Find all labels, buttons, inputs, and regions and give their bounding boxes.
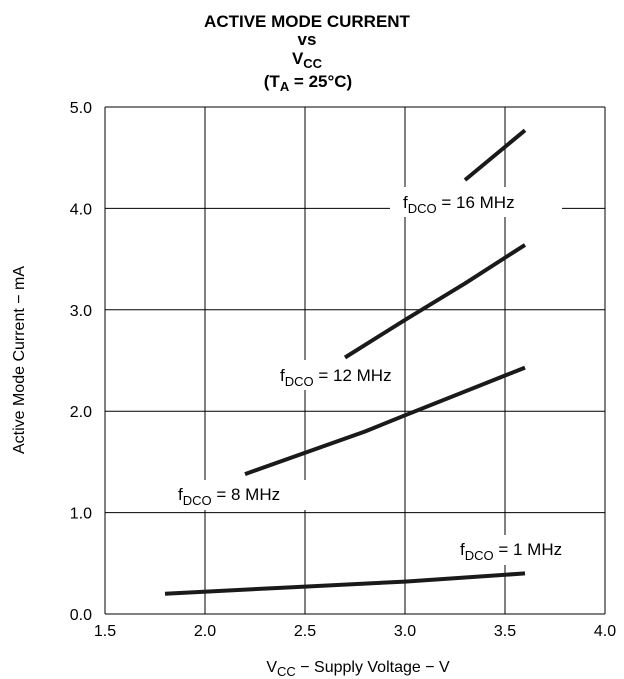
title-line-4-open: (T [264, 72, 281, 91]
series-label-8mhz: fDCO = 8 MHz [170, 480, 314, 510]
title-line-3: VCC [292, 49, 323, 71]
x-tick-label: 3.5 [494, 623, 516, 640]
x-axis-label-sub: CC [277, 664, 296, 679]
series-line [164, 571, 526, 596]
x-tick-labels: 1.5 2.0 2.5 3.0 3.5 4.0 [94, 623, 616, 640]
y-tick-label: 5.0 [70, 100, 92, 117]
title-line-4-sub: A [280, 79, 290, 94]
series-label-12mhz-bg [272, 360, 404, 390]
series-label-12mhz-sub: DCO [285, 374, 314, 389]
series-label-8mhz-main: f [178, 485, 183, 504]
title-line-4: (TA = 25°C) [264, 72, 352, 94]
y-tick-label: 1.0 [70, 506, 92, 523]
y-axis-label: Active Mode Current − mA [11, 266, 28, 454]
series-label-8mhz-rest: = 8 MHz [212, 485, 281, 504]
x-axis-label-rest: − Supply Voltage − V [296, 659, 450, 676]
x-tick-label: 2.0 [194, 623, 216, 640]
series-label-12mhz-main: f [280, 366, 285, 385]
y-tick-label: 4.0 [70, 201, 92, 218]
series-label-16mhz: fDCO = 16 MHz [390, 187, 562, 217]
title-line-2: vs [298, 30, 317, 49]
svg-text:fDCO = 12 MHz: fDCO = 12 MHz [280, 366, 392, 389]
x-axis-label-main: V [266, 659, 277, 676]
series-label-16mhz-sub: DCO [408, 201, 437, 216]
x-tick-label: 3.0 [394, 623, 416, 640]
y-tick-label: 2.0 [70, 404, 92, 421]
series-line [244, 365, 526, 476]
series-label-12mhz: fDCO = 12 MHz [272, 360, 404, 390]
y-tick-label: 0.0 [70, 607, 92, 624]
series-label-1mhz-sub: DCO [465, 548, 494, 563]
x-axis-label: VCC − Supply Voltage − V [266, 659, 450, 679]
svg-text:fDCO = 1 MHz: fDCO = 1 MHz [460, 540, 562, 563]
x-tick-label: 2.5 [294, 623, 316, 640]
series-label-1mhz-bg [452, 535, 600, 565]
svg-text:fDCO = 8 MHz: fDCO = 8 MHz [178, 485, 280, 508]
series-label-16mhz-bg [390, 187, 562, 217]
svg-text:fDCO = 16 MHz: fDCO = 16 MHz [403, 193, 515, 216]
series-label-1mhz-main: f [460, 540, 465, 559]
y-tick-labels: 0.0 1.0 2.0 3.0 4.0 5.0 [70, 100, 92, 624]
series-label-16mhz-rest: = 16 MHz [437, 193, 515, 212]
series-label-12mhz-rest: = 12 MHz [314, 366, 392, 385]
series-label-8mhz-bg [170, 480, 314, 510]
series-label-1mhz-rest: = 1 MHz [494, 540, 563, 559]
series-lines [164, 128, 527, 596]
svg-text:VCC − Supply Voltage − V: VCC − Supply Voltage − V [266, 659, 450, 679]
x-tick-label: 4.0 [594, 623, 616, 640]
chart-title: ACTIVE MODE CURRENT vs VCC (TA = 25°C) [204, 12, 411, 94]
title-line-1: ACTIVE MODE CURRENT [204, 12, 411, 31]
x-tick-label: 1.5 [94, 623, 116, 640]
series-label-1mhz: fDCO = 1 MHz [452, 535, 600, 565]
title-line-4-rest: = 25°C) [289, 72, 352, 91]
title-line-3-main: V [292, 49, 304, 68]
y-tick-label: 3.0 [70, 303, 92, 320]
series-label-16mhz-main: f [403, 193, 408, 212]
title-line-3-sub: CC [303, 56, 322, 71]
series-line [343, 243, 527, 360]
series-label-8mhz-sub: DCO [183, 493, 212, 508]
series-line [463, 128, 527, 182]
